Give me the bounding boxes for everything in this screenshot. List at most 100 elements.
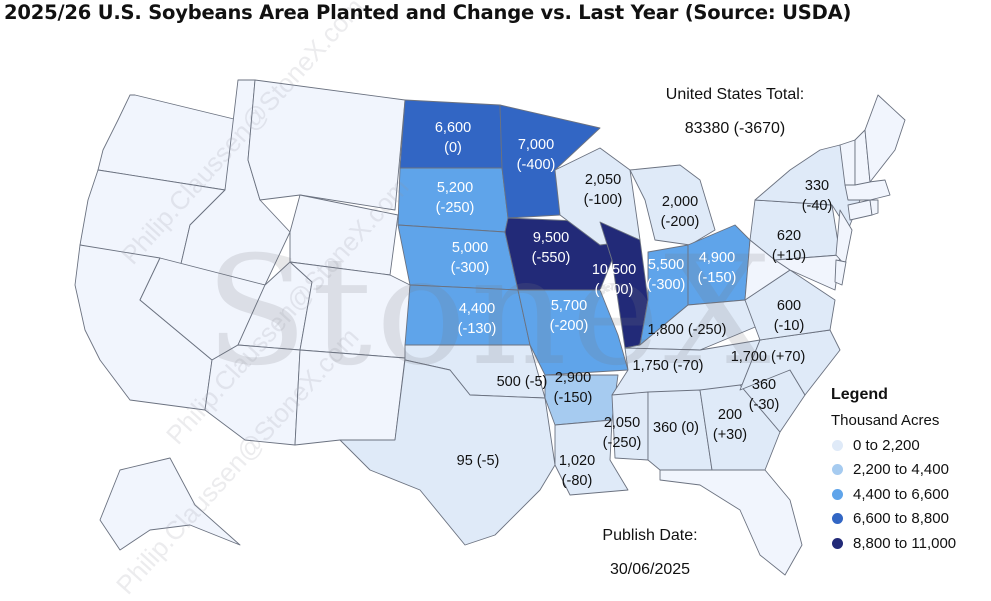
state-area-value: 360 (0) [653, 420, 699, 436]
state-label-al: 360 (0) [653, 418, 699, 438]
state-label-in: 5,500 (-300) [647, 255, 686, 295]
state-area-value: 4,900 [698, 250, 736, 266]
state-change-value: (-200) [549, 318, 589, 334]
legend-swatch [832, 537, 843, 549]
state-area-value: 5,500 [647, 257, 685, 273]
legend-item: 8,800 to 11,000 [831, 531, 956, 556]
publish-date-label: Publish Date: [602, 527, 698, 544]
state-area-value: 200 [717, 407, 743, 423]
state-area-value: 330 [804, 178, 830, 194]
state-change-value: (-300) [646, 277, 686, 293]
state-area-value: 4,400 [458, 301, 496, 317]
state-change-value: (0) [444, 140, 462, 156]
state-label-nd: 6,600 (0) [435, 118, 471, 158]
state-change-value: (-10) [773, 318, 805, 334]
legend-item: 2,200 to 4,400 [831, 458, 956, 483]
state-label-la: 1,020 (-80) [559, 451, 595, 491]
state-area-value: 1,020 [558, 453, 596, 469]
state-area-value: 1,750 (-70) [632, 358, 704, 374]
state-label-ne: 5,000 (-300) [451, 238, 490, 278]
legend-title: Legend [831, 386, 888, 403]
state-shape-de [834, 259, 847, 286]
state-change-value: (-30) [748, 397, 780, 413]
state-change-value: (-200) [660, 214, 700, 230]
state-area-value: 5,000 [451, 240, 489, 256]
state-label-ks: 4,400 (-130) [458, 299, 497, 339]
legend-item-label: 6,600 to 8,800 [853, 510, 949, 528]
state-label-ar: 2,900 (-150) [554, 368, 593, 408]
publish-date-value: 30/06/2025 [609, 561, 691, 578]
legend-swatch [832, 439, 843, 451]
us-state-map [74, 79, 906, 576]
state-label-nc: 1,700 (+70) [731, 347, 806, 367]
state-shape-fl [659, 469, 803, 576]
watermark-brand: StoneX [205, 225, 775, 399]
state-label-tx: 95 (-5) [457, 451, 500, 471]
state-area-value: 5,200 [436, 180, 474, 196]
state-area-value: 2,050 [584, 172, 622, 188]
legend-item-label: 4,400 to 6,600 [853, 485, 949, 503]
state-label-tn: 1,750 (-70) [633, 356, 704, 376]
state-label-wi: 2,050 (-100) [584, 170, 623, 210]
legend-swatch [832, 488, 843, 500]
state-area-value: 1,800 (-250) [647, 322, 727, 338]
state-label-il: 10,500 (-300) [592, 260, 636, 300]
state-change-value: (-130) [457, 321, 497, 337]
state-area-value: 360 [751, 377, 777, 393]
state-change-value: (-550) [531, 250, 571, 266]
legend-subtitle: Thousand Acres [831, 412, 940, 429]
state-label-ia: 9,500 (-550) [532, 228, 571, 268]
us-total-value: 83380 (-3670) [684, 120, 786, 137]
legend-item: 6,600 to 8,800 [831, 507, 956, 532]
legend-item: 0 to 2,200 [831, 433, 956, 458]
state-change-value: (-80) [561, 473, 593, 489]
state-shape-md [774, 254, 841, 291]
state-label-sd: 5,200 (-250) [436, 178, 475, 218]
state-label-ok: 500 (-5) [497, 372, 548, 392]
state-area-value: 5,700 [550, 298, 588, 314]
state-change-value: (-250) [435, 200, 475, 216]
legend: Legend Thousand Acres 0 to 2,200 2,200 to… [831, 386, 956, 556]
state-area-value: 9,500 [532, 230, 570, 246]
state-label-mi: 2,000 (-200) [661, 192, 700, 232]
map-title: 2025/26 U.S. Soybeans Area Planted and C… [4, 1, 852, 24]
state-area-value: 10,500 [591, 262, 637, 278]
state-change-value: (-100) [583, 192, 623, 208]
state-area-value: 600 [776, 298, 802, 314]
state-area-value: 95 (-5) [456, 453, 500, 469]
state-label-ny: 330 (-40) [802, 176, 833, 216]
state-area-value: 500 (-5) [496, 374, 548, 390]
state-change-value: (-400) [516, 157, 556, 173]
state-shape-la [554, 419, 629, 496]
state-shape-me [864, 94, 906, 183]
state-shape-va [744, 269, 836, 341]
state-area-value: 2,050 [603, 415, 641, 431]
state-label-ky: 1,800 (-250) [648, 320, 727, 340]
state-shape-pa [749, 199, 841, 261]
state-label-mo: 5,700 (-200) [550, 296, 589, 336]
state-label-pa: 620 (+10) [772, 226, 806, 266]
state-label-va: 600 (-10) [774, 296, 805, 336]
state-area-value: 6,600 [434, 120, 472, 136]
state-shape-ga [699, 384, 781, 471]
state-shape-ri [869, 199, 879, 216]
state-label-ga: 200 (+30) [713, 405, 747, 445]
state-change-value: (-40) [801, 198, 833, 214]
legend-swatch [832, 464, 843, 476]
state-area-value: 1,700 (+70) [730, 349, 806, 365]
state-area-value: 2,000 [661, 194, 699, 210]
state-area-value: 620 [776, 228, 802, 244]
state-change-value: (-250) [602, 435, 642, 451]
state-area-value: 2,900 [554, 370, 592, 386]
legend-item-label: 0 to 2,200 [853, 436, 920, 454]
state-change-value: (-300) [594, 282, 634, 298]
state-label-sc: 360 (-30) [749, 375, 780, 415]
state-change-value: (+30) [712, 427, 748, 443]
state-change-value: (-300) [450, 260, 490, 276]
legend-swatch [832, 513, 843, 525]
legend-item-label: 8,800 to 11,000 [853, 534, 957, 552]
us-total-label: United States Total: [665, 86, 805, 103]
legend-item-label: 2,200 to 4,400 [853, 461, 949, 479]
state-change-value: (+10) [771, 248, 807, 264]
legend-item: 4,400 to 6,600 [831, 482, 956, 507]
